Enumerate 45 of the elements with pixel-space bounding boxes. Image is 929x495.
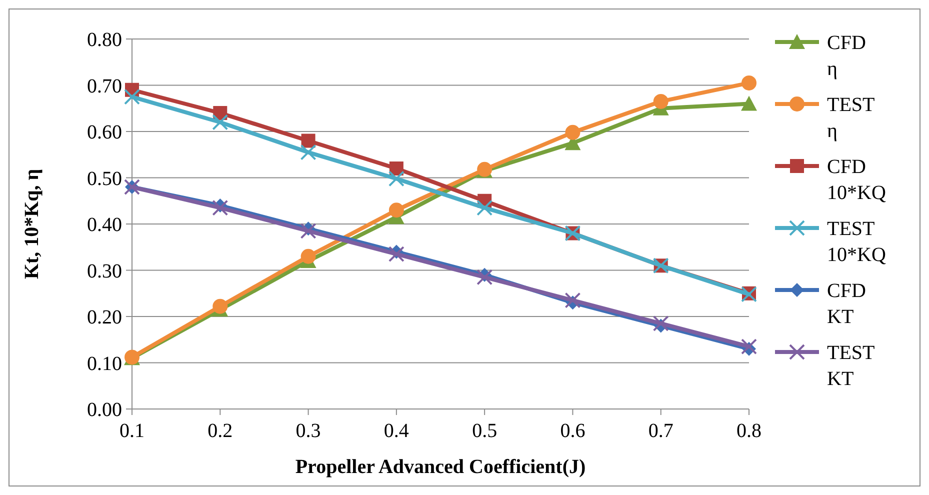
y-tick-label: 0.80 — [87, 29, 122, 51]
y-tick-label: 0.50 — [87, 168, 122, 190]
point — [741, 96, 757, 111]
point — [388, 246, 404, 262]
legend-label: TEST η — [827, 94, 875, 142]
legend-label: CFD KT — [827, 280, 866, 328]
point — [652, 315, 669, 332]
y-tick-label: 0.60 — [87, 122, 122, 144]
point — [212, 114, 228, 130]
x-tick-label: 0.8 — [736, 420, 762, 442]
point — [212, 200, 228, 216]
point — [301, 134, 316, 148]
y-tick-label: 0.00 — [87, 399, 122, 421]
y-tick-label: 0.30 — [87, 260, 122, 282]
legend-label: CFD 10*KQ — [827, 156, 886, 204]
point — [300, 144, 316, 160]
x-tick-label: 0.1 — [120, 420, 144, 442]
point — [564, 292, 581, 308]
y-tick-label: 0.10 — [87, 352, 122, 375]
y-tick-label: 0.70 — [87, 75, 122, 98]
point — [300, 248, 316, 264]
y-axis-title: Kt, 10*Kq, η — [21, 168, 43, 280]
point — [742, 75, 756, 90]
x-tick-label: 0.3 — [296, 420, 321, 442]
x-axis-title: Propeller Advanced Coefficient(J) — [295, 456, 586, 478]
y-tick-label: 0.20 — [87, 306, 122, 328]
legend-label: TEST 10*KQ — [827, 218, 886, 266]
x-tick-label: 0.2 — [208, 420, 233, 442]
legend-label: TEST KT — [827, 342, 875, 390]
point — [388, 170, 404, 187]
x-tick-label: 0.5 — [472, 420, 498, 442]
point — [476, 269, 493, 286]
legend-label: CFD η — [827, 32, 866, 80]
point — [212, 298, 228, 314]
point — [124, 88, 140, 105]
point — [653, 94, 668, 109]
point — [741, 338, 757, 355]
point — [565, 124, 580, 140]
point — [300, 222, 316, 239]
x-tick-label: 0.7 — [648, 420, 674, 442]
y-tick-label: 0.40 — [87, 214, 122, 236]
x-tick-label: 0.6 — [560, 420, 586, 442]
point — [388, 202, 404, 218]
x-tick-label: 0.4 — [384, 420, 409, 442]
point — [476, 200, 493, 216]
